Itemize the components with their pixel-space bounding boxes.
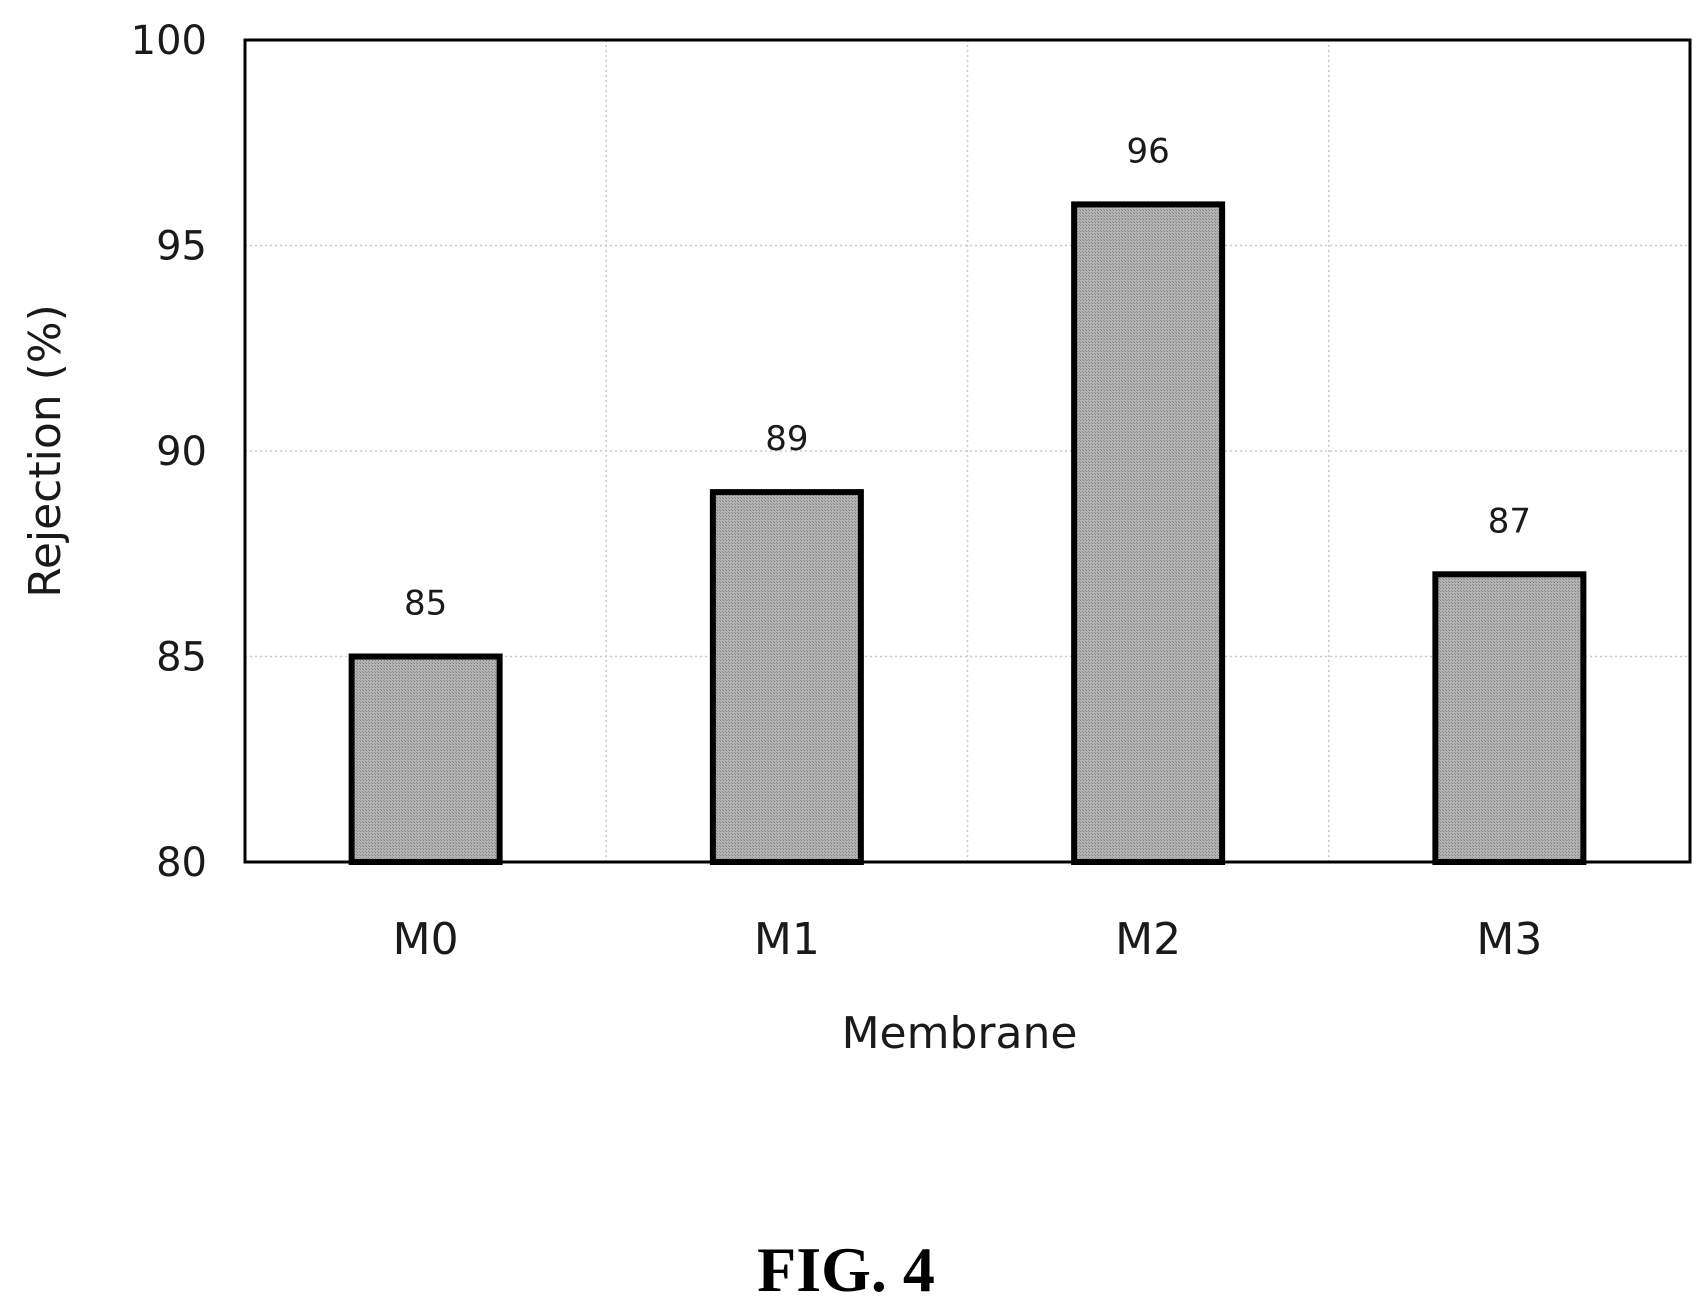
data-label-m3: 87 [1488,501,1531,541]
x-tick-label: M0 [393,914,459,965]
figure-label: FIG. 4 [757,1234,935,1305]
bar-m3 [1432,571,1587,865]
data-label-m0: 85 [404,584,447,624]
y-axis-ticks: 80 85 90 95 100 [131,18,207,886]
x-tick-label: M2 [1115,914,1181,965]
bar-m2 [1071,201,1226,865]
y-axis-label: Rejection (%) [20,304,71,598]
x-tick-label: M1 [754,914,820,965]
x-tick-label: M3 [1476,914,1542,965]
y-tick-label: 90 [156,429,207,475]
y-tick-label: 100 [131,18,207,64]
y-tick-label: 85 [156,635,207,681]
bar-m0 [348,653,503,865]
y-tick-label: 95 [156,224,207,270]
data-label-m2: 96 [1126,131,1169,171]
plot-area-frame [243,38,1692,864]
bar-m1 [709,489,864,865]
x-axis-ticks: M0 M1 M2 M3 [393,914,1543,965]
data-label-m1: 89 [765,419,808,459]
y-tick-label: 80 [156,840,207,886]
x-axis-label: Membrane [842,1008,1078,1059]
